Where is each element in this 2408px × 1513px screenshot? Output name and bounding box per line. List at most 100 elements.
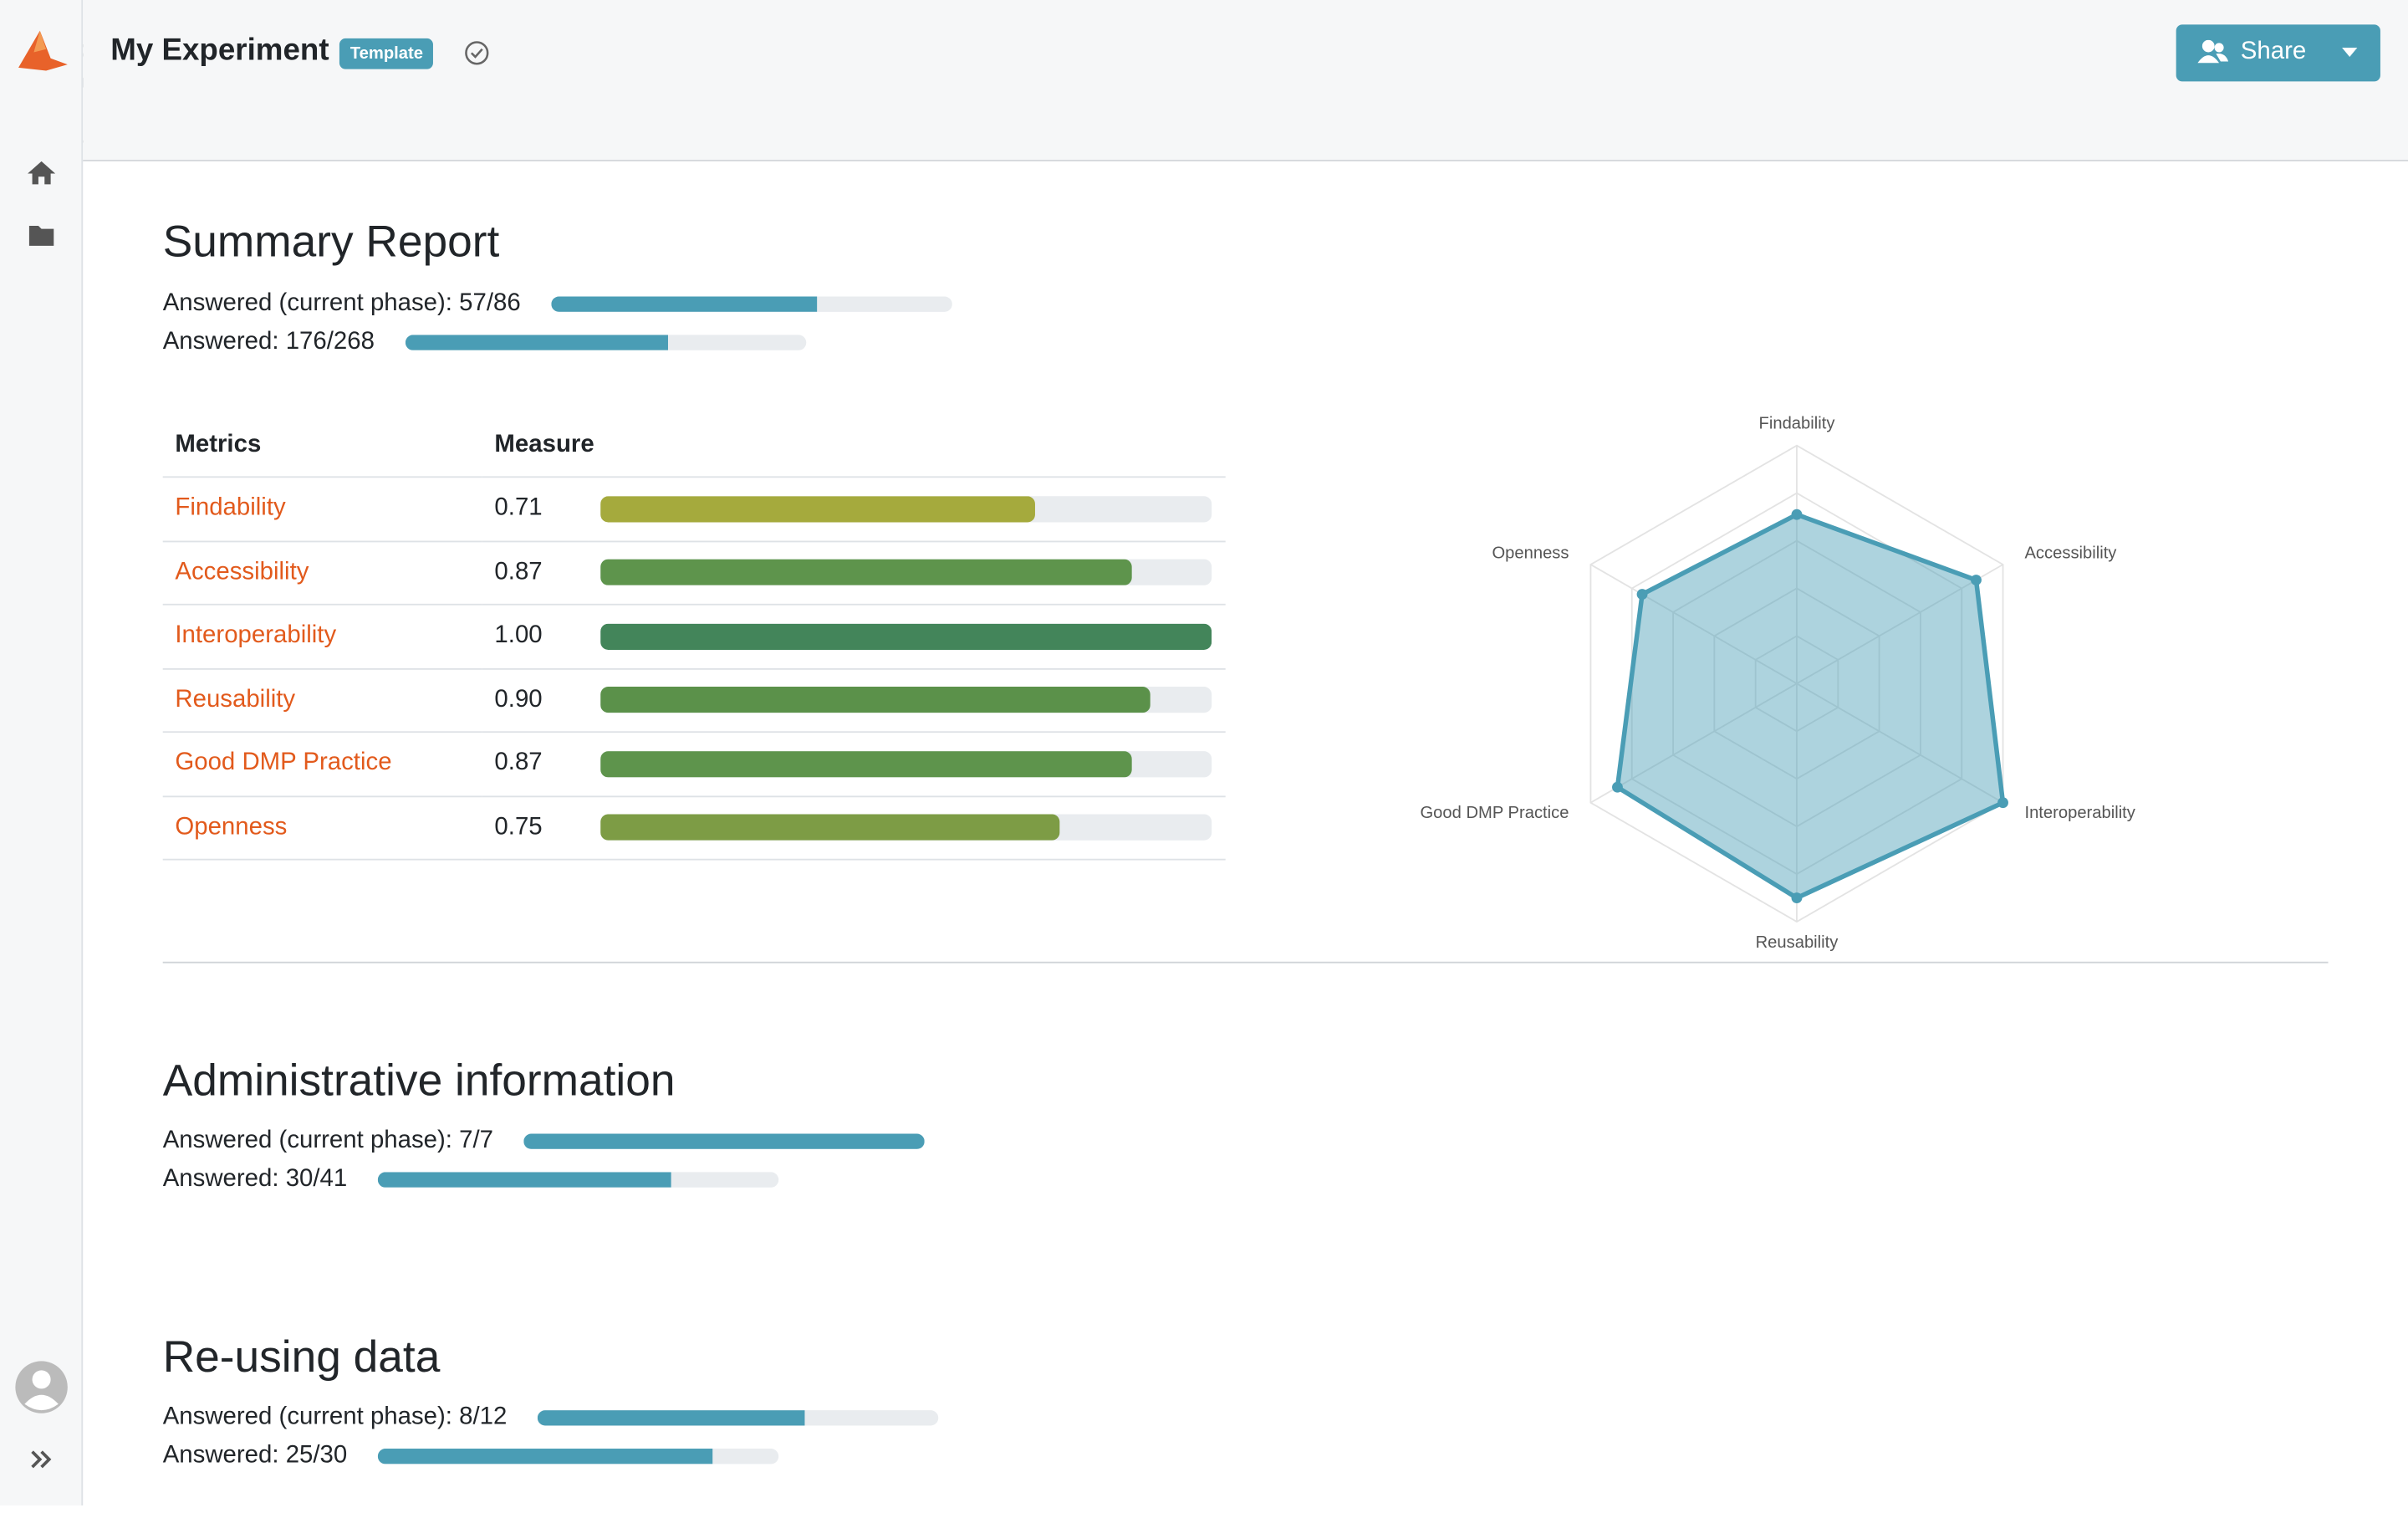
progress-label: Answered (current phase): 7/7 bbox=[162, 1127, 493, 1154]
template-badge: Template bbox=[339, 38, 434, 69]
radar-point bbox=[1791, 892, 1803, 904]
metric-name[interactable]: Good DMP Practice bbox=[162, 732, 482, 797]
progress-row: Answered (current phase): 8/12 bbox=[163, 1403, 939, 1434]
radar-label: Good DMP Practice bbox=[1420, 804, 1569, 822]
progress-track bbox=[523, 1133, 926, 1149]
progress-bar bbox=[405, 335, 669, 350]
metric-row: Good DMP Practice 0.87 bbox=[162, 732, 1226, 797]
avatar[interactable] bbox=[15, 1361, 68, 1413]
caret[interactable] bbox=[2342, 47, 2358, 57]
metric-value: 0.87 bbox=[482, 732, 589, 797]
sidebar-icons bbox=[15, 30, 68, 1469]
progress-track bbox=[538, 1410, 939, 1426]
progress-label: Answered: 30/41 bbox=[162, 1166, 348, 1193]
metrics-table: Metrics Measure Findability 0.71 Accessibili… bbox=[162, 414, 1226, 861]
share-label: Share bbox=[2240, 38, 2307, 65]
metric-track bbox=[600, 495, 1212, 523]
radar-ring bbox=[1754, 635, 1839, 733]
metric-value: 0.75 bbox=[482, 795, 589, 861]
radar-spoke bbox=[1796, 564, 2003, 685]
metric-row: Interoperability 1.00 bbox=[162, 604, 1226, 669]
progress-bar bbox=[377, 1172, 671, 1188]
progress-row: Answered: 30/41 bbox=[163, 1164, 779, 1195]
metric-row: Openness 0.75 bbox=[162, 795, 1226, 861]
project-title: My Experiment bbox=[110, 33, 329, 68]
progress-row: Answered: 25/30 bbox=[163, 1441, 779, 1472]
radar-label: Openness bbox=[1492, 544, 1569, 562]
divider bbox=[162, 961, 2329, 964]
radar-ring bbox=[1713, 587, 1880, 780]
metric-name[interactable]: Interoperability bbox=[162, 604, 482, 669]
metric-bar-cell bbox=[588, 732, 1226, 797]
metric-name[interactable]: Reusability bbox=[162, 667, 482, 733]
radar-area bbox=[1615, 512, 2006, 901]
column-header: Measure bbox=[482, 414, 1226, 478]
radar-label: Accessibility bbox=[2024, 544, 2117, 562]
radar-ring bbox=[1672, 539, 1921, 828]
section-title: Re-using data bbox=[162, 1333, 441, 1383]
progress-bar bbox=[523, 1133, 926, 1149]
radar-point bbox=[1791, 509, 1803, 520]
progress-bar bbox=[551, 296, 818, 312]
metric-row: Accessibility 0.87 bbox=[162, 540, 1226, 606]
metric-bar bbox=[600, 560, 1133, 586]
metric-bar bbox=[600, 814, 1059, 841]
progress-row: Answered (current phase): 7/7 bbox=[162, 1126, 926, 1157]
column-header: Metrics bbox=[162, 414, 482, 478]
section-title: Summary Report bbox=[162, 217, 500, 268]
metric-bar bbox=[600, 623, 1212, 650]
radar-point bbox=[1997, 797, 2008, 809]
progress-label: Answered: 25/30 bbox=[162, 1442, 348, 1469]
folder-icon[interactable] bbox=[28, 226, 54, 246]
expand-icon[interactable] bbox=[31, 1450, 52, 1469]
metric-name[interactable]: Accessibility bbox=[162, 540, 482, 606]
metric-bar-cell bbox=[588, 667, 1226, 733]
share-button[interactable]: Share bbox=[2176, 24, 2380, 82]
metric-track bbox=[600, 687, 1212, 713]
radar-point bbox=[1636, 589, 1648, 601]
sidebar bbox=[0, 0, 84, 1506]
metric-bar-cell bbox=[588, 477, 1226, 542]
users-icon bbox=[2197, 39, 2229, 64]
table-header: Metrics Measure bbox=[162, 414, 1226, 478]
progress-label: Answered: 176/268 bbox=[162, 329, 375, 355]
metric-bar-cell bbox=[588, 604, 1226, 669]
metric-row: Findability 0.71 bbox=[162, 477, 1226, 542]
metric-name[interactable]: Findability bbox=[162, 477, 482, 542]
radar-label: Interoperability bbox=[2024, 804, 2135, 822]
progress-bar bbox=[538, 1410, 805, 1426]
progress-track bbox=[405, 335, 807, 350]
metric-bar bbox=[600, 495, 1035, 523]
progress-track bbox=[377, 1172, 779, 1188]
progress-label: Answered (current phase): 57/86 bbox=[162, 290, 521, 317]
topbar bbox=[83, 0, 2408, 161]
metric-name[interactable]: Openness bbox=[162, 795, 482, 861]
metric-track bbox=[600, 560, 1212, 586]
home-icon[interactable] bbox=[28, 161, 56, 185]
radar-ring bbox=[1589, 444, 2004, 923]
metric-track bbox=[600, 814, 1212, 841]
metric-row: Reusability 0.90 bbox=[162, 667, 1226, 733]
radar-spoke bbox=[1589, 682, 1798, 804]
metric-track bbox=[600, 750, 1212, 777]
metric-value: 0.71 bbox=[482, 477, 589, 542]
progress-track bbox=[377, 1449, 779, 1464]
radar-ring bbox=[1630, 492, 1963, 876]
progress-bar bbox=[377, 1449, 712, 1464]
logo[interactable] bbox=[18, 30, 68, 71]
progress-row: Answered (current phase): 57/86 bbox=[163, 289, 952, 319]
metric-bar bbox=[600, 687, 1151, 713]
progress-track bbox=[551, 296, 952, 312]
radar-label: Reusability bbox=[1756, 933, 1839, 952]
radar-spoke bbox=[1796, 682, 2003, 804]
metric-bar-cell bbox=[588, 795, 1226, 861]
radar-spoke bbox=[1589, 564, 1798, 685]
radar-point bbox=[1971, 575, 1982, 585]
section-title: Administrative information bbox=[162, 1056, 676, 1107]
metric-track bbox=[600, 623, 1212, 650]
radar-point bbox=[1612, 781, 1623, 793]
check-icon bbox=[465, 41, 489, 65]
metric-bar-cell bbox=[588, 540, 1226, 606]
